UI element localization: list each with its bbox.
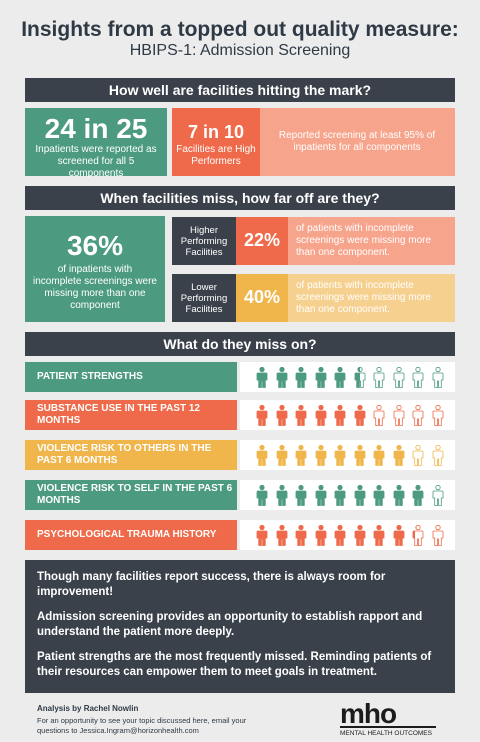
stat-description: Inpatients were reported as screened for… — [35, 144, 157, 179]
person-icon-filled — [276, 484, 288, 506]
lower-performing-label: Lower Performing Facilities — [172, 274, 236, 322]
stat-card-inpatients-screened: 24 in 25 Inpatients were reported as scr… — [25, 108, 167, 179]
stat-value: 7 in 10 — [187, 122, 245, 142]
person-icon-partial — [412, 524, 424, 546]
mho-logo: mho — [340, 698, 397, 729]
person-icon-filled — [256, 366, 268, 388]
person-icon-filled — [315, 366, 327, 388]
person-icon-outline — [432, 524, 444, 546]
person-icon-filled — [256, 444, 268, 466]
logo-subtitle: MENTAL HEALTH OUTCOMES — [340, 730, 432, 737]
person-icon-filled — [373, 524, 385, 546]
person-icon-filled — [315, 404, 327, 426]
person-icon-outline — [373, 404, 385, 426]
icon-row-substance-use — [240, 400, 455, 430]
person-icon-filled — [393, 484, 405, 506]
stat-card-high-performers: 7 in 10 Facilities are High Performers — [172, 108, 260, 176]
person-icon-filled — [295, 404, 307, 426]
stat-description: of inpatients with incomplete screenings… — [33, 264, 157, 311]
person-icon-filled — [334, 484, 346, 506]
person-icon-filled — [354, 484, 366, 506]
contact-note: For an opportunity to see your topic dis… — [37, 716, 247, 735]
lower-performing-pct-box: 40% — [236, 274, 288, 322]
person-icon-filled — [256, 524, 268, 546]
person-icon-outline — [412, 444, 424, 466]
person-icon-filled — [276, 366, 288, 388]
summary-paragraph-2: Admission screening provides an opportun… — [37, 611, 423, 638]
stat-detail-text: of patients with incomplete screenings w… — [296, 280, 432, 315]
person-icon-outline — [432, 366, 444, 388]
person-icon-filled — [276, 524, 288, 546]
person-icon-filled — [354, 404, 366, 426]
person-icon-outline — [373, 366, 385, 388]
person-icon-partial — [354, 366, 366, 388]
page-title: Insights from a topped out quality measu… — [21, 18, 459, 41]
icon-row-violence-others — [240, 440, 455, 470]
stat-detail-text: of patients with incomplete screenings w… — [296, 223, 432, 258]
person-icon-outline — [393, 404, 405, 426]
logo-underline — [340, 726, 436, 728]
stat-value: 36% — [66, 230, 124, 261]
person-icon-filled — [373, 444, 385, 466]
stat-value: 22% — [243, 230, 281, 250]
person-icon-filled — [393, 444, 405, 466]
lower-performing-detail: of patients with incomplete screenings w… — [288, 274, 455, 322]
person-icon-filled — [295, 444, 307, 466]
row-label-substance-use: SUBSTANCE USE IN THE PAST 12 MONTHS — [25, 400, 237, 430]
stat-value: 40% — [243, 287, 281, 307]
higher-performing-label: Higher Performing Facilities — [172, 217, 236, 265]
row-label-violence-others: VIOLENCE RISK TO OTHERS IN THE PAST 6 MO… — [25, 440, 237, 470]
stat-description: Facilities are High Performers — [176, 144, 256, 167]
person-icon-filled — [315, 444, 327, 466]
row-label-violence-self: VIOLENCE RISK TO SELF IN THE PAST 6 MONT… — [25, 480, 237, 510]
row-label-patient-strengths: PATIENT STRENGTHS — [25, 362, 237, 392]
page-subtitle: HBIPS-1: Admission Screening — [129, 42, 351, 59]
person-icon-filled — [334, 366, 346, 388]
person-icon-outline — [432, 444, 444, 466]
person-icon-filled — [334, 444, 346, 466]
icon-row-violence-self — [240, 480, 455, 510]
person-icon-filled — [295, 484, 307, 506]
icon-row-patient-strengths — [240, 362, 455, 392]
icon-row-trauma-history — [240, 520, 455, 550]
person-icon-filled — [315, 524, 327, 546]
person-icon-filled — [276, 444, 288, 466]
person-icon-outline — [393, 366, 405, 388]
person-icon-outline — [432, 484, 444, 506]
section-heading-hitting-mark: How well are facilities hitting the mark… — [25, 78, 455, 102]
person-icon-outline — [412, 366, 424, 388]
summary-paragraph-3: Patient strengths are the most frequentl… — [37, 651, 432, 678]
person-icon-filled — [256, 484, 268, 506]
summary-paragraph-1: Though many facilities report success, t… — [37, 571, 386, 598]
stat-detail-card: Reported screening at least 95% of inpat… — [260, 108, 455, 176]
person-icon-filled — [295, 524, 307, 546]
person-icon-filled — [354, 524, 366, 546]
section-heading-how-far-off: When facilities miss, how far off are th… — [25, 186, 455, 210]
row-label-trauma-history: PSYCHOLOGICAL TRAUMA HISTORY — [25, 520, 237, 550]
stat-card-overall-missing: 36% of inpatients with incomplete screen… — [25, 216, 165, 322]
person-icon-filled — [373, 484, 385, 506]
person-icon-filled — [295, 366, 307, 388]
higher-performing-detail: of patients with incomplete screenings w… — [288, 217, 455, 265]
analysis-credit: Analysis by Rachel Nowlin — [37, 704, 139, 713]
stat-detail-text: Reported screening at least 95% of inpat… — [278, 130, 436, 153]
higher-performing-pct-box: 22% — [236, 217, 288, 265]
person-icon-filled — [354, 444, 366, 466]
summary-panel: Though many facilities report success, t… — [25, 560, 455, 693]
stat-value: 24 in 25 — [44, 113, 148, 144]
person-icon-filled — [393, 524, 405, 546]
person-icon-filled — [276, 404, 288, 426]
section-heading-what-miss: What do they miss on? — [25, 332, 455, 356]
person-icon-filled — [334, 404, 346, 426]
person-icon-filled — [334, 524, 346, 546]
person-icon-filled — [315, 484, 327, 506]
person-icon-filled — [256, 404, 268, 426]
person-icon-outline — [432, 404, 444, 426]
person-icon-outline — [412, 404, 424, 426]
person-icon-filled — [412, 484, 424, 506]
